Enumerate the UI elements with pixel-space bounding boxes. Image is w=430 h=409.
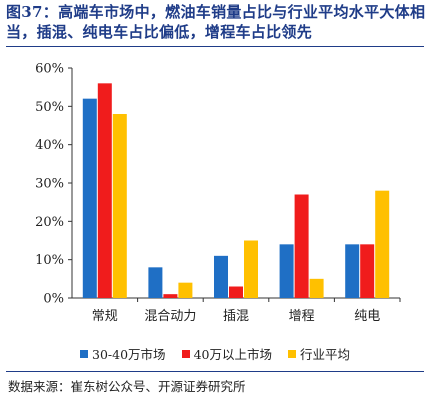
bar-4-0 — [345, 244, 360, 298]
source-divider — [6, 371, 424, 372]
bar-1-2 — [178, 282, 193, 298]
legend-item-40-plus: 40万以上市场 — [181, 344, 272, 363]
y-tick-label: 50% — [35, 100, 64, 115]
legend-swatch-40-plus — [181, 349, 190, 358]
bar-3-2 — [309, 278, 324, 298]
bar-2-1 — [229, 286, 243, 298]
legend-item-30-40: 30-40万市场 — [80, 344, 166, 363]
bar-0-2 — [112, 114, 127, 298]
bar-0-0 — [82, 98, 97, 298]
x-tick-label: 插混 — [223, 309, 249, 324]
y-tick-label: 0% — [43, 292, 64, 307]
chart-title: 图37：高端车市场中，燃油车销量占比与行业平均水平大体相当，插混、纯电车占比偏低… — [6, 3, 426, 41]
bar-1-1 — [163, 294, 178, 298]
legend-item-industry-avg: 行业平均 — [287, 344, 350, 363]
bar-3-0 — [279, 244, 294, 298]
legend-swatch-30-40 — [80, 349, 89, 358]
bar-1-0 — [148, 267, 163, 298]
bar-2-0 — [214, 255, 228, 298]
y-tick-label: 60% — [35, 62, 64, 77]
legend-label-30-40: 30-40万市场 — [92, 347, 166, 362]
x-tick-label: 纯电 — [354, 309, 380, 324]
y-tick-label: 10% — [35, 253, 64, 268]
x-tick-label: 混合动力 — [144, 309, 196, 324]
bar-0-1 — [97, 83, 112, 298]
y-tick-label: 30% — [35, 177, 64, 192]
bar-3-1 — [294, 194, 309, 298]
bar-4-1 — [360, 244, 375, 298]
x-tick-label: 增程 — [289, 309, 315, 324]
y-tick-label: 20% — [35, 215, 64, 230]
legend-label-industry-avg: 行业平均 — [299, 347, 350, 362]
bar-chart: 0% 10% 20% 30% 40% 50% 60% 常规 混合动力 插混 增程 纯电 — [35, 62, 401, 324]
legend-label-40-plus: 40万以上市场 — [193, 347, 272, 362]
bar-4-2 — [375, 190, 390, 298]
x-tick-label: 常规 — [92, 309, 118, 324]
y-tick-label: 40% — [35, 138, 64, 153]
source-note: 数据来源：崔东树公众号、开源证券研究所 — [8, 379, 246, 394]
bar-2-2 — [244, 240, 258, 298]
legend-swatch-industry-avg — [287, 349, 296, 358]
title-divider — [6, 46, 424, 47]
legend: 30-40万市场 40万以上市场 行业平均 — [0, 344, 430, 363]
